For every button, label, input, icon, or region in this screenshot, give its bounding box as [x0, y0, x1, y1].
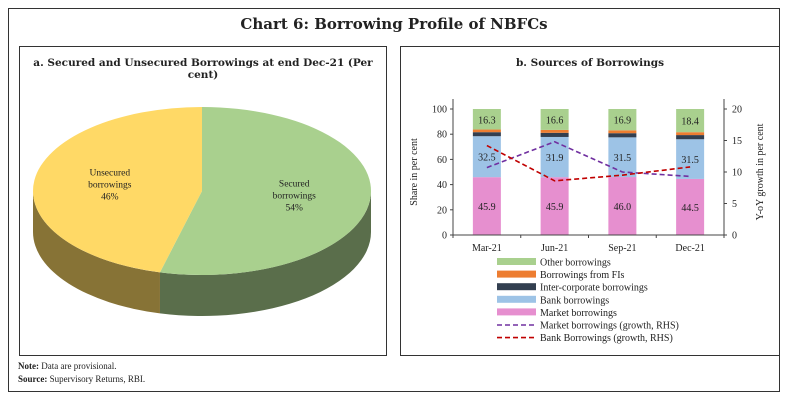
- bar-data-label: 32.5: [478, 153, 496, 164]
- bar-segment: [608, 130, 637, 134]
- bar-data-label: 31.5: [681, 155, 699, 166]
- y-tick-label: 100: [432, 105, 447, 116]
- pie-label-line: 54%: [286, 203, 304, 213]
- bar-segment: [472, 109, 501, 130]
- y2-tick-label: 20: [732, 105, 742, 116]
- panel-pie: a. Secured and Unsecured Borrowings at e…: [19, 46, 387, 356]
- x-tick-label: Jun-21: [541, 243, 568, 254]
- y2-tick-label: 10: [732, 168, 742, 179]
- y-tick-label: 0: [442, 231, 447, 242]
- y2-tick-label: 15: [732, 136, 742, 147]
- bar-segment: [608, 137, 637, 178]
- y-tick-label: 80: [437, 130, 447, 141]
- panel-bar: b. Sources of Borrowings 45.9 32.5 16.3 45.…: [400, 46, 780, 356]
- bar-segment: [540, 129, 569, 133]
- bar-data-label: 46.0: [614, 202, 632, 213]
- pie-label-line: Unsecured: [89, 169, 130, 179]
- legend-label: Bank borrowings: [540, 295, 609, 306]
- bar-segment: [540, 132, 569, 137]
- source-label: Source:: [18, 374, 48, 384]
- pie-side-1: [33, 191, 160, 314]
- bar-segment: [608, 177, 637, 235]
- bar-segment: [472, 132, 501, 137]
- x-tick-label: Dec-21: [675, 243, 704, 254]
- legend-label: Market borrowings: [540, 308, 617, 319]
- legend-swatch: [497, 283, 536, 291]
- legend-label: Inter-corporate borrowings: [540, 283, 648, 294]
- source-text: Supervisory Returns, RBI.: [49, 374, 146, 384]
- bar-data-label: 44.5: [681, 203, 699, 214]
- bar-chart: 45.9 32.5 16.3 45.9 31.9 16.6 46.0 31.5 16.9 44.5…: [409, 99, 766, 344]
- y-tick-label: 60: [437, 155, 447, 166]
- figure-title: Chart 6: Borrowing Profile of NBFCs: [240, 15, 548, 33]
- bar-segment: [540, 109, 569, 130]
- y2-axis-label: Y-oY growth in per cent: [755, 123, 766, 220]
- pie-label-1: Unsecured borrowings 46%: [88, 169, 132, 203]
- bar-data-label: 16.6: [546, 115, 564, 126]
- pie-title: a. Secured and Unsecured Borrowings at e…: [33, 57, 373, 81]
- growth-line-0: [486, 140, 691, 178]
- bar-data-label: 16.9: [614, 116, 632, 127]
- legend-label: Bank Borrowings (growth, RHS): [540, 333, 673, 344]
- y-tick-label: 40: [437, 180, 447, 191]
- bar-segment: [472, 129, 501, 133]
- bar-segment: [676, 132, 705, 136]
- pie-label-line: borrowings: [273, 191, 317, 201]
- x-tick-label: Mar-21: [472, 243, 502, 254]
- source: Source: Supervisory Returns, RBI.: [18, 374, 145, 384]
- bar-data-label: 16.3: [478, 115, 496, 126]
- pie-label-line: borrowings: [88, 181, 132, 191]
- bar-segment: [472, 177, 501, 235]
- y2-tick-label: 0: [732, 231, 737, 242]
- pie-label-0: Secured borrowings 54%: [273, 179, 317, 213]
- y2-tick-label: 5: [732, 199, 737, 210]
- bar-segment: [608, 109, 637, 131]
- legend-swatch: [497, 308, 536, 316]
- bar-segment: [676, 135, 705, 140]
- note-text: Data are provisional.: [41, 361, 117, 371]
- bar-segment: [676, 178, 705, 235]
- bar-data-label: 31.9: [546, 153, 564, 164]
- pie-chart: Secured borrowings 54% Unsecured borrowings 4…: [32, 107, 371, 316]
- bar-data-label: 18.4: [681, 117, 699, 128]
- legend-swatch: [497, 258, 536, 265]
- bar-segment: [676, 109, 705, 133]
- y-tick-label: 20: [437, 205, 447, 216]
- bar-data-label: 45.9: [478, 202, 496, 213]
- legend-swatch: [497, 270, 536, 278]
- bar-data-label: 45.9: [546, 202, 564, 213]
- legend-label: Other borrowings: [540, 258, 611, 269]
- pie-label-line: Secured: [279, 179, 310, 189]
- pie-slice-0: [159, 107, 371, 275]
- legend-label: Borrowings from FIs: [540, 270, 625, 281]
- legend-swatch: [497, 295, 536, 303]
- bar-title: b. Sources of Borrowings: [515, 57, 665, 69]
- pie-label-line: 46%: [101, 193, 119, 203]
- bar-segment: [472, 136, 501, 178]
- note-label: Note:: [18, 361, 39, 371]
- x-tick-label: Sep-21: [608, 243, 636, 254]
- bar-segment: [608, 133, 637, 138]
- pie-side-0: [159, 191, 371, 316]
- growth-line-1: [486, 144, 691, 182]
- pie-slice-1: [32, 107, 203, 273]
- bar-segment: [540, 136, 569, 178]
- bar-data-label: 31.5: [614, 153, 632, 164]
- y-axis-label: Share in per cent: [409, 138, 420, 206]
- bar-segment: [676, 139, 705, 179]
- legend-label: Market borrowings (growth, RHS): [540, 321, 679, 332]
- note: Note: Data are provisional.: [18, 361, 116, 371]
- bar-segment: [540, 177, 569, 235]
